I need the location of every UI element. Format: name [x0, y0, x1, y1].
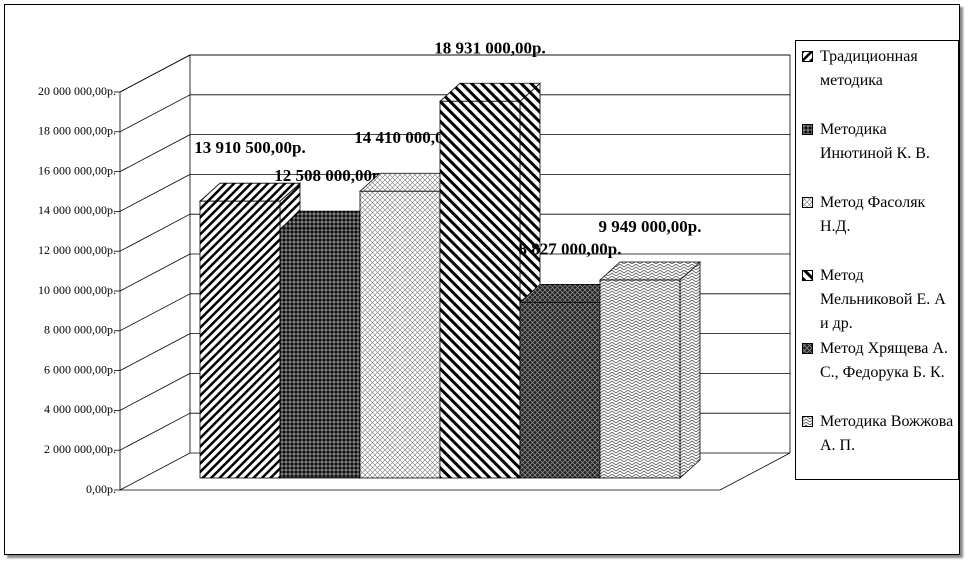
legend-entry: Метод Фасоляк Н.Д.: [800, 191, 954, 264]
y-tick-label: 14 000 000,00р.: [38, 203, 116, 217]
bar-front: [279, 228, 361, 479]
bar-front: [599, 279, 681, 479]
legend-swatch-box: [802, 51, 813, 62]
legend-swatch: [802, 51, 813, 62]
bar-side: [679, 261, 701, 479]
grid-line: [119, 94, 191, 133]
grid-line: [119, 54, 191, 93]
grid-line: [119, 293, 191, 332]
grid-line: [119, 333, 191, 371]
y-tick-label: 0,00р.: [86, 482, 116, 496]
legend-swatch-box: [802, 270, 813, 281]
legend-swatch-box: [802, 416, 813, 427]
legend-entry: Метод Мельниковой Е. А и др.: [800, 264, 954, 337]
grid-line: [119, 253, 191, 292]
bar-front: [199, 200, 281, 479]
legend-label: Методика Инютиной К. В.: [820, 121, 930, 162]
data-label: 12 508 000,00р.: [274, 166, 385, 185]
legend-swatch: [802, 124, 813, 135]
grid-line: [119, 174, 191, 212]
bar-front: [519, 301, 601, 479]
grid-line: [119, 412, 191, 451]
legend-swatch-box: [802, 124, 813, 135]
y-tick-label: 4 000 000,00р.: [44, 402, 116, 416]
y-tick-label: 8 000 000,00р.: [44, 323, 116, 337]
data-label: 14 410 000,00р.: [354, 128, 465, 147]
legend-label: Метод Мельниковой Е. А и др.: [820, 267, 946, 332]
y-tick-label: 12 000 000,00р.: [38, 243, 116, 257]
y-tick-label: 20 000 000,00р.: [38, 84, 116, 98]
bar: [598, 261, 702, 479]
legend-label: Метод Фасоляк Н.Д.: [820, 194, 926, 235]
legend: Традиционная методика Методика Инютиной К…: [795, 40, 959, 480]
legend-entry: Методика Инютиной К. В.: [800, 118, 954, 191]
legend-entry: Методика Вожжова А. П.: [800, 410, 954, 483]
y-tick-label: 6 000 000,00р.: [44, 362, 116, 376]
data-label: 18 931 000,00р.: [434, 38, 545, 57]
bar-front: [359, 190, 441, 479]
grid-line: [119, 373, 191, 411]
y-tick-label: 16 000 000,00р.: [38, 163, 116, 177]
legend-swatch: [802, 343, 813, 354]
grid-line: [119, 213, 191, 252]
data-label: 9 949 000,00р.: [599, 217, 702, 236]
y-tick-label: 10 000 000,00р.: [38, 283, 116, 297]
bar-front: [439, 100, 521, 479]
data-label: 8 827 000,00р.: [519, 239, 622, 258]
data-label: 13 910 500,00р.: [194, 138, 305, 157]
legend-entry: Метод Хрящева А. С., Федорука Б. К.: [800, 337, 954, 410]
legend-swatch: [802, 416, 813, 427]
legend-swatch: [802, 197, 813, 208]
legend-label: Традиционная методика: [820, 48, 918, 89]
y-tick-label: 18 000 000,00р.: [38, 124, 116, 138]
legend-entry: Традиционная методика: [800, 45, 954, 118]
legend-label: Методика Вожжова А. П.: [820, 413, 954, 454]
grid-line: [119, 134, 191, 172]
legend-swatch-box: [802, 197, 813, 208]
legend-swatch-box: [802, 343, 813, 354]
y-tick-label: 2 000 000,00р.: [44, 442, 116, 456]
legend-swatch: [802, 270, 813, 281]
legend-label: Метод Хрящева А. С., Федорука Б. К.: [820, 340, 948, 381]
